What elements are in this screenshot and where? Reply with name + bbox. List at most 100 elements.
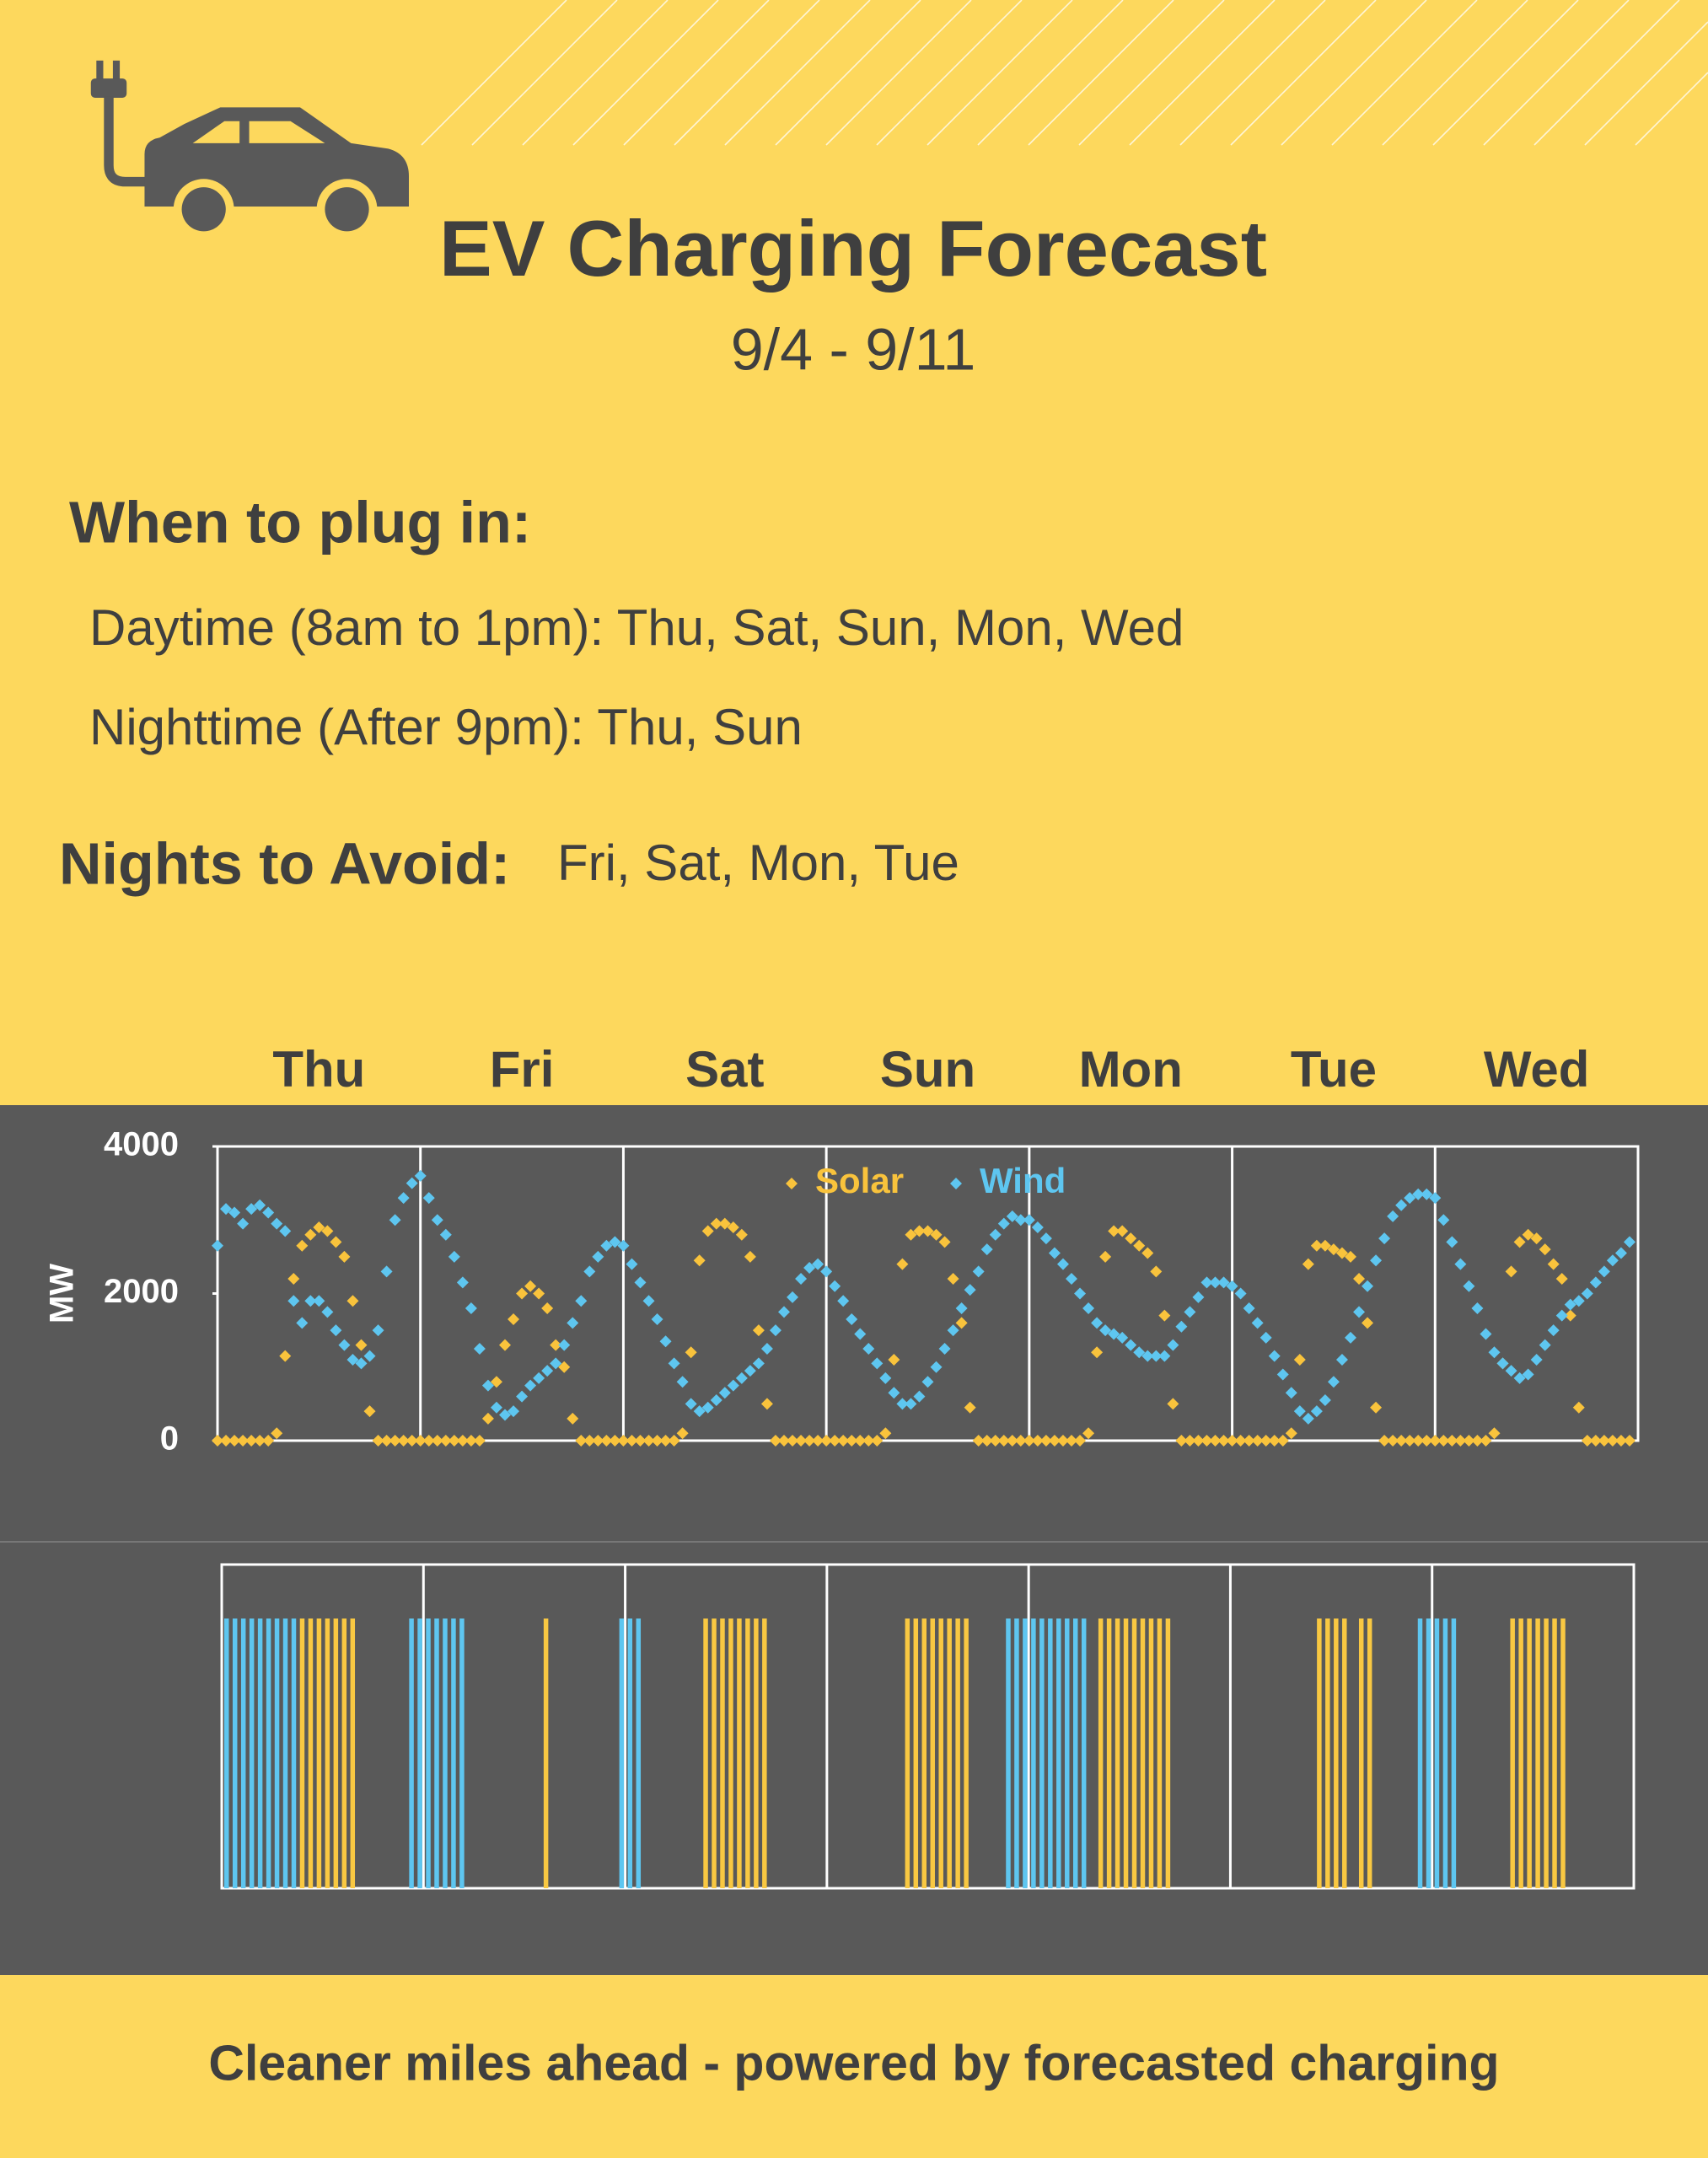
data-point — [1598, 1265, 1610, 1278]
timeline-bar — [703, 1618, 708, 1888]
data-point — [1496, 1357, 1509, 1370]
data-point — [626, 1435, 638, 1447]
data-point — [1513, 1372, 1526, 1384]
timeline-bar — [350, 1618, 356, 1888]
timeline-bar — [762, 1618, 767, 1888]
day-label: Sat — [685, 1041, 764, 1098]
data-point — [1335, 1354, 1348, 1366]
data-point — [1285, 1387, 1297, 1399]
data-point — [1251, 1435, 1264, 1447]
data-point — [414, 1435, 427, 1447]
timeline-bar — [282, 1618, 288, 1888]
data-point — [1141, 1350, 1154, 1362]
data-point — [228, 1206, 241, 1219]
timeline-bar — [728, 1618, 733, 1888]
data-point — [1276, 1435, 1289, 1447]
data-point — [245, 1203, 258, 1216]
data-point — [752, 1357, 765, 1370]
data-point — [1285, 1427, 1297, 1440]
timeline-bar — [1098, 1618, 1104, 1888]
data-point — [820, 1265, 833, 1278]
data-point — [600, 1239, 613, 1252]
data-point — [955, 1302, 968, 1314]
data-point — [1039, 1435, 1052, 1447]
data-point — [465, 1302, 477, 1314]
day-label: Thu — [272, 1041, 365, 1098]
data-point — [626, 1258, 638, 1270]
data-point — [1276, 1368, 1289, 1381]
data-point — [1293, 1405, 1306, 1418]
timeline-bar — [1451, 1618, 1457, 1888]
data-point — [1023, 1214, 1035, 1227]
timeline-bar — [417, 1618, 422, 1888]
data-point — [1302, 1258, 1314, 1270]
data-point — [254, 1199, 266, 1211]
data-point — [1623, 1236, 1635, 1248]
data-point — [752, 1324, 765, 1337]
data-point — [659, 1435, 672, 1447]
data-point — [989, 1435, 1002, 1447]
data-point — [769, 1435, 781, 1447]
timeline-bar — [1358, 1618, 1364, 1888]
data-point — [212, 1239, 223, 1252]
data-point — [220, 1203, 233, 1216]
data-point — [955, 1317, 968, 1329]
data-point — [1066, 1435, 1078, 1447]
nighttime-text: Nighttime (After 9pm): Thu, Sun — [89, 699, 803, 755]
data-point — [896, 1258, 909, 1270]
data-point — [228, 1435, 241, 1447]
data-point — [651, 1313, 663, 1326]
data-point — [1226, 1280, 1238, 1292]
timeline-bar — [1165, 1618, 1171, 1888]
timeline-bar — [1325, 1618, 1330, 1888]
data-point — [1056, 1435, 1069, 1447]
data-point — [795, 1435, 808, 1447]
data-point — [812, 1435, 824, 1447]
data-point — [473, 1342, 486, 1355]
stripes — [421, 0, 1708, 146]
data-point — [1167, 1398, 1179, 1410]
data-point — [1471, 1435, 1484, 1447]
timeline-bar — [913, 1618, 919, 1888]
data-point — [1310, 1239, 1323, 1252]
data-point — [254, 1435, 266, 1447]
data-point — [414, 1169, 427, 1182]
timeline-bar — [947, 1618, 952, 1888]
data-point — [1066, 1273, 1078, 1286]
data-point — [1412, 1188, 1425, 1200]
data-point — [237, 1435, 250, 1447]
data-point — [1446, 1236, 1458, 1248]
data-point — [473, 1435, 486, 1447]
data-point — [1327, 1243, 1340, 1256]
data-point — [279, 1225, 292, 1237]
timeline-bar — [451, 1618, 456, 1888]
data-point — [1412, 1435, 1425, 1447]
data-point — [787, 1291, 799, 1303]
data-point — [490, 1401, 502, 1414]
data-point — [1387, 1210, 1399, 1222]
data-point — [854, 1328, 867, 1340]
timeline-bar — [232, 1618, 238, 1888]
timeline-bar — [1072, 1618, 1078, 1888]
data-point — [1023, 1435, 1035, 1447]
data-point — [338, 1250, 351, 1263]
data-point — [812, 1258, 824, 1270]
data-point — [846, 1313, 858, 1326]
data-point — [1082, 1302, 1095, 1314]
data-point — [1539, 1243, 1551, 1256]
data-point — [947, 1273, 959, 1286]
data-point — [592, 1250, 604, 1263]
data-point — [1014, 1214, 1027, 1227]
data-point — [1184, 1306, 1196, 1318]
data-point — [1260, 1435, 1272, 1447]
data-point — [1074, 1287, 1087, 1300]
data-point — [1141, 1247, 1154, 1259]
data-point — [465, 1435, 477, 1447]
data-point — [803, 1435, 816, 1447]
timeline-bar — [1535, 1618, 1540, 1888]
data-point — [676, 1427, 689, 1440]
data-point — [1614, 1247, 1627, 1259]
legend-label: Solar — [815, 1161, 904, 1200]
data-point — [1302, 1412, 1314, 1425]
data-point — [1530, 1354, 1543, 1366]
